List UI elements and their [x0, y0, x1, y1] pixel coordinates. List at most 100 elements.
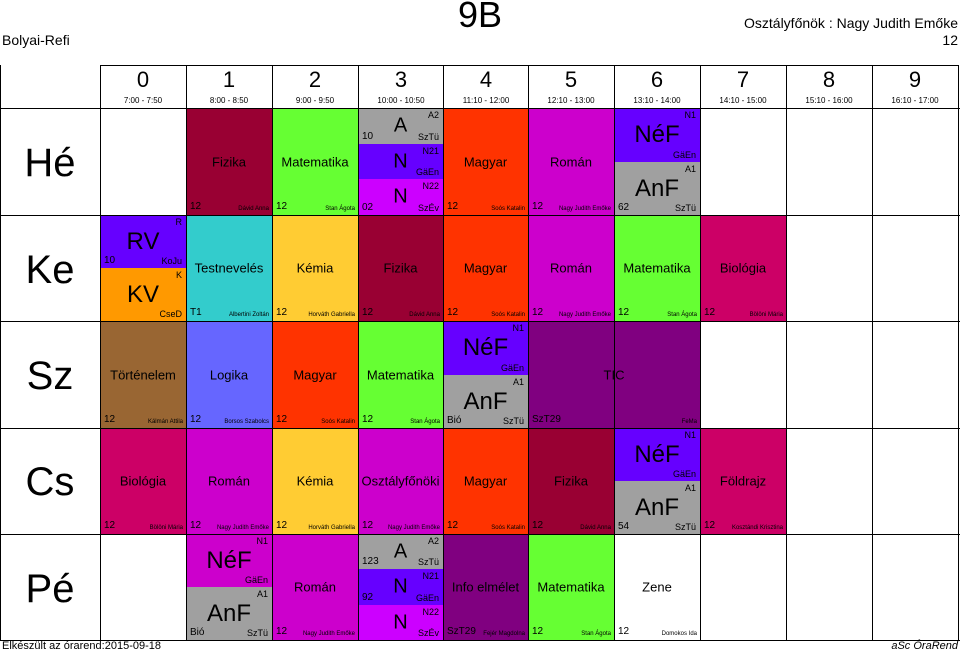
lesson-cell[interactable]: Román 12 Nagy Judith Emőke [272, 534, 358, 640]
lesson-subject: Román [550, 260, 592, 276]
lesson-cell[interactable]: Biológia 12 Bölöni Mária [100, 428, 186, 534]
lesson-room: 92 [362, 592, 374, 603]
day-label: Pé [25, 567, 75, 611]
lesson-teacher: Stan Ágota [410, 419, 440, 425]
lesson-subject: Földrajz [719, 473, 767, 489]
period-time: 15:10 - 16:00 [805, 96, 853, 105]
lesson-cell[interactable]: Info elmélet SzT29 Fejér Magdolna [443, 534, 528, 640]
lesson-cell[interactable]: AnF A1 SzTü 54 [614, 481, 700, 534]
lesson-cell[interactable]: Biológia 12 Bölöni Mária [700, 215, 786, 321]
lesson-room: 12 [447, 201, 459, 212]
lesson-cell[interactable]: Fizika 12 Dávid Anna [186, 108, 272, 215]
lesson-teacher: Domokos Ida [661, 631, 697, 637]
period-time: 13:10 - 14:00 [633, 96, 681, 105]
lesson-cell[interactable]: Magyar 12 Soós Katalin [443, 108, 528, 215]
lesson-group: N22 [422, 181, 439, 191]
day-label: Ke [25, 248, 75, 292]
lesson-teacher: Nagy Judith Emőke [558, 312, 611, 318]
lesson-cell[interactable]: Földrajz 12 Kosztándi Krisztina [700, 428, 786, 534]
lesson-cell[interactable]: Fizika 12 Dávid Anna [528, 428, 614, 534]
lesson-group: N21 [422, 146, 439, 156]
lesson-cell[interactable]: Román 12 Nagy Judith Emőke [528, 108, 614, 215]
lesson-teacher: Nagy Judith Emőke [216, 525, 269, 531]
lesson-cell[interactable]: RV R KoJu 10 [100, 215, 186, 268]
lesson-cell[interactable]: Román 12 Nagy Judith Emőke [528, 215, 614, 321]
period-time: 16:10 - 17:00 [891, 96, 939, 105]
grid-vline [186, 65, 187, 640]
lesson-cell[interactable]: Matematika 12 Stan Ágota [358, 321, 443, 428]
lesson-cell[interactable]: AnF A1 SzTü Bió [443, 375, 528, 428]
lesson-room: 12 [532, 307, 544, 318]
lesson-subject: Osztályfőnöki [361, 473, 440, 489]
lesson-cell[interactable]: Kémia 12 Horváth Gabriella [272, 428, 358, 534]
lesson-teacher: Stan Ágota [667, 312, 697, 318]
lesson-subject: Biológia [719, 260, 767, 276]
lesson-cell[interactable]: A A2 SzTü 10 [358, 108, 443, 144]
lesson-cell[interactable]: Osztályfőnöki 12 Nagy Judith Emőke [358, 428, 443, 534]
period-time: 14:10 - 15:00 [719, 96, 767, 105]
lesson-subject: N [393, 150, 408, 172]
lesson-cell[interactable]: Matematika 12 Stan Ágota [272, 108, 358, 215]
lesson-cell[interactable]: Testnevelés T1 Albertini Zoltán [186, 215, 272, 321]
lesson-group: K [175, 270, 182, 280]
lesson-cell[interactable]: N N22 SzÉv 02 [358, 179, 443, 215]
lesson-room: 12 [532, 626, 544, 637]
grid-vline [700, 65, 701, 640]
lesson-cell[interactable]: Matematika 12 Stan Ágota [528, 534, 614, 640]
head-teacher-room: 12 [942, 32, 958, 48]
lesson-cell[interactable]: N N21 GäEn [358, 144, 443, 179]
lesson-teacher: Dávid Anna [238, 206, 269, 212]
lesson-cell[interactable]: NéF N1 GäEn [614, 108, 700, 162]
lesson-subject: N [393, 611, 408, 633]
lesson-subject: Info elmélet [451, 579, 520, 595]
lesson-cell[interactable]: Magyar 12 Soós Katalin [443, 215, 528, 321]
lesson-cell[interactable]: Matematika 12 Stan Ágota [614, 215, 700, 321]
lesson-cell[interactable]: AnF A1 SzTü Bió [186, 587, 272, 640]
lesson-teacher: KoJu [161, 256, 182, 266]
period-time: 9:00 - 9:50 [295, 96, 335, 105]
lesson-cell[interactable]: Fizika 12 Dávid Anna [358, 215, 443, 321]
lesson-subject: Zene [642, 579, 672, 595]
lesson-cell[interactable]: KV K CseD [100, 268, 186, 321]
period-time: 8:00 - 8:50 [209, 96, 249, 105]
class-title: 9B [457, 0, 503, 35]
lesson-teacher: FeMa [681, 419, 697, 425]
period-number: 7 [736, 67, 750, 92]
lesson-group: A2 [427, 536, 439, 546]
lesson-room: 54 [618, 521, 630, 532]
lesson-cell[interactable]: NéF N1 GäEn [443, 321, 528, 375]
lesson-group: A1 [256, 589, 268, 599]
lesson-cell[interactable]: N N22 SzÉv [358, 605, 443, 640]
period-time: 10:00 - 10:50 [377, 96, 425, 105]
grid-hline [0, 534, 960, 535]
lesson-cell[interactable]: Zene 12 Domokos Ida [614, 534, 700, 640]
lesson-cell[interactable]: Magyar 12 Soós Katalin [272, 321, 358, 428]
lesson-subject: TIC [528, 367, 700, 382]
lesson-cell[interactable]: AnF A1 SzTü 62 [614, 162, 700, 215]
lesson-cell[interactable]: Logika 12 Borsos Szabolcs [186, 321, 272, 428]
lesson-cell[interactable]: N N21 GäEn 92 [358, 569, 443, 605]
lesson-cell[interactable]: Történelem 12 Kálmán Attila [100, 321, 186, 428]
lesson-subject: NéF [206, 546, 252, 574]
period-number: 8 [822, 67, 836, 92]
lesson-room: 10 [104, 255, 116, 266]
lesson-cell[interactable]: NéF N1 GäEn [186, 534, 272, 587]
lesson-cell[interactable]: NéF N1 GäEn [614, 428, 700, 481]
lesson-subject: Kémia [296, 260, 334, 276]
period-number: 4 [479, 67, 493, 92]
grid-hline [0, 215, 960, 216]
lesson-teacher: Nagy Judith Emőke [558, 206, 611, 212]
lesson-cell[interactable]: A A2 SzTü 123 [358, 534, 443, 569]
lesson-cell[interactable]: Kémia 12 Horváth Gabriella [272, 215, 358, 321]
school-name: Bolyai-Refi [2, 32, 70, 48]
lesson-cell[interactable]: Román 12 Nagy Judith Emőke [186, 428, 272, 534]
lesson-teacher: Dávid Anna [580, 525, 611, 531]
lesson-room: 12 [104, 414, 116, 425]
lesson-teacher: Kálmán Attila [147, 419, 183, 425]
lesson-cell[interactable]: Magyar 12 Soós Katalin [443, 428, 528, 534]
lesson-subject: N [393, 185, 408, 208]
lesson-room: 12 [276, 626, 288, 637]
lesson-subject: Román [550, 154, 592, 169]
lesson-subject: NéF [634, 121, 680, 148]
lesson-teacher: GäEn [500, 363, 524, 373]
